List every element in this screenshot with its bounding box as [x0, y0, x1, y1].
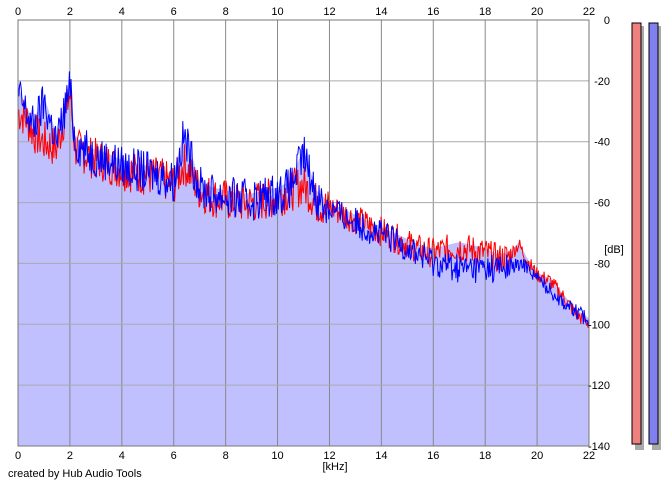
x-tick-labels-top: 0 2 4 6 8 10 12 14 16 18 20 22: [15, 6, 595, 18]
x-tick-label-bottom: 22: [583, 450, 595, 462]
x-tick-label-bottom: 2: [67, 450, 73, 462]
x-tick-label-bottom: 14: [375, 450, 387, 462]
y-tick-label: -100: [588, 319, 610, 331]
x-tick-label-bottom: 6: [171, 450, 177, 462]
x-tick-label-bottom: 0: [15, 450, 21, 462]
x-tick-label-top: 20: [531, 6, 543, 18]
y-tick-label: -20: [594, 76, 610, 88]
y-tick-label: 0: [604, 15, 610, 27]
x-tick-label-top: 4: [119, 6, 125, 18]
y-tick-label: -140: [588, 441, 610, 453]
x-tick-label-bottom: 16: [427, 450, 439, 462]
x-tick-label-top: 18: [479, 6, 491, 18]
x-tick-label-top: 8: [223, 6, 229, 18]
x-tick-label-top: 2: [67, 6, 73, 18]
x-tick-label-top: 22: [583, 6, 595, 18]
y-tick-label: -60: [594, 198, 610, 210]
plot-frame: [17, 19, 590, 447]
x-axis-unit-label: [kHz]: [322, 461, 347, 473]
x-tick-label-top: 0: [15, 6, 21, 18]
credit-text: created by Hub Audio Tools: [8, 468, 142, 480]
x-tick-label-top: 16: [427, 6, 439, 18]
x-tick-label-top: 6: [171, 6, 177, 18]
x-tick-label-bottom: 20: [531, 450, 543, 462]
y-axis-unit-label: [dB]: [604, 244, 624, 256]
series-lines: [17, 71, 590, 328]
x-tick-labels-bottom: 0 2 4 6 8 10 12 14 16 18 20 22: [15, 450, 595, 462]
y-tick-label: -40: [594, 137, 610, 149]
series-line-2: [17, 71, 590, 326]
level-meter-1: [631, 22, 642, 445]
level-meters: [631, 22, 661, 450]
y-tick-label: -80: [594, 258, 610, 270]
x-tick-label-bottom: 10: [271, 450, 283, 462]
x-tick-label-bottom: 12: [323, 450, 335, 462]
y-tick-labels: 0 -20 -40 -60 -80 -100 -120 -140: [588, 15, 610, 453]
x-tick-label-bottom: 4: [119, 450, 125, 462]
level-meter-2: [648, 22, 659, 445]
plot-border: [17, 19, 590, 447]
y-tick-label: -120: [588, 380, 610, 392]
x-tick-label-top: 10: [271, 6, 283, 18]
x-tick-label-top: 12: [323, 6, 335, 18]
x-tick-label-bottom: 8: [223, 450, 229, 462]
x-tick-label-bottom: 18: [479, 450, 491, 462]
x-tick-label-top: 14: [375, 6, 387, 18]
